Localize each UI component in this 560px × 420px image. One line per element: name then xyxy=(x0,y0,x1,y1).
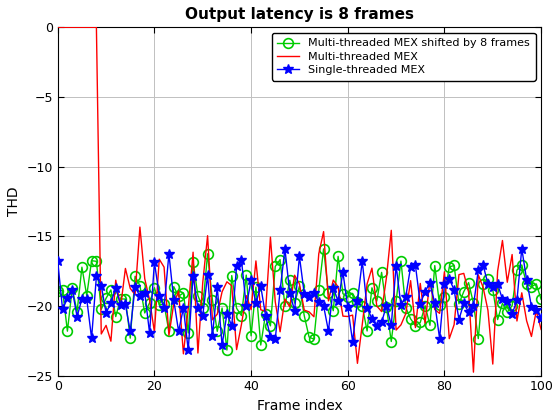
Single-threaded MEX xyxy=(538,316,544,321)
Multi-threaded MEX xyxy=(538,327,544,332)
Title: Output latency is 8 frames: Output latency is 8 frames xyxy=(185,7,414,22)
Multi-threaded MEX xyxy=(470,370,477,375)
Line: Multi-threaded MEX shifted by 8 frames: Multi-threaded MEX shifted by 8 frames xyxy=(53,244,546,355)
Multi-threaded MEX shifted by 8 frames xyxy=(88,258,95,263)
Single-threaded MEX xyxy=(282,247,288,252)
Multi-threaded MEX shifted by 8 frames xyxy=(282,304,288,309)
Multi-threaded MEX shifted by 8 frames xyxy=(427,323,433,328)
Single-threaded MEX xyxy=(185,347,192,352)
Multi-threaded MEX shifted by 8 frames xyxy=(538,297,544,302)
Single-threaded MEX xyxy=(88,336,95,341)
X-axis label: Frame index: Frame index xyxy=(256,399,342,413)
Multi-threaded MEX shifted by 8 frames xyxy=(175,294,182,299)
Multi-threaded MEX xyxy=(344,314,351,319)
Multi-threaded MEX shifted by 8 frames xyxy=(54,288,61,293)
Single-threaded MEX xyxy=(175,329,182,334)
Multi-threaded MEX xyxy=(277,329,283,334)
Multi-threaded MEX shifted by 8 frames xyxy=(320,247,327,252)
Multi-threaded MEX xyxy=(88,25,95,30)
Multi-threaded MEX xyxy=(175,289,182,294)
Multi-threaded MEX xyxy=(393,328,399,333)
Single-threaded MEX xyxy=(349,339,356,344)
Multi-threaded MEX shifted by 8 frames xyxy=(403,305,409,310)
Y-axis label: THD: THD xyxy=(7,186,21,216)
Single-threaded MEX xyxy=(519,246,525,251)
Multi-threaded MEX shifted by 8 frames xyxy=(223,347,230,352)
Legend: Multi-threaded MEX shifted by 8 frames, Multi-threaded MEX, Single-threaded MEX: Multi-threaded MEX shifted by 8 frames, … xyxy=(272,33,535,81)
Line: Single-threaded MEX: Single-threaded MEX xyxy=(53,244,546,355)
Line: Multi-threaded MEX: Multi-threaded MEX xyxy=(58,27,541,372)
Single-threaded MEX xyxy=(398,303,404,308)
Multi-threaded MEX shifted by 8 frames xyxy=(354,299,361,304)
Multi-threaded MEX xyxy=(54,25,61,30)
Multi-threaded MEX xyxy=(417,281,423,286)
Single-threaded MEX xyxy=(54,259,61,264)
Single-threaded MEX xyxy=(422,289,428,294)
